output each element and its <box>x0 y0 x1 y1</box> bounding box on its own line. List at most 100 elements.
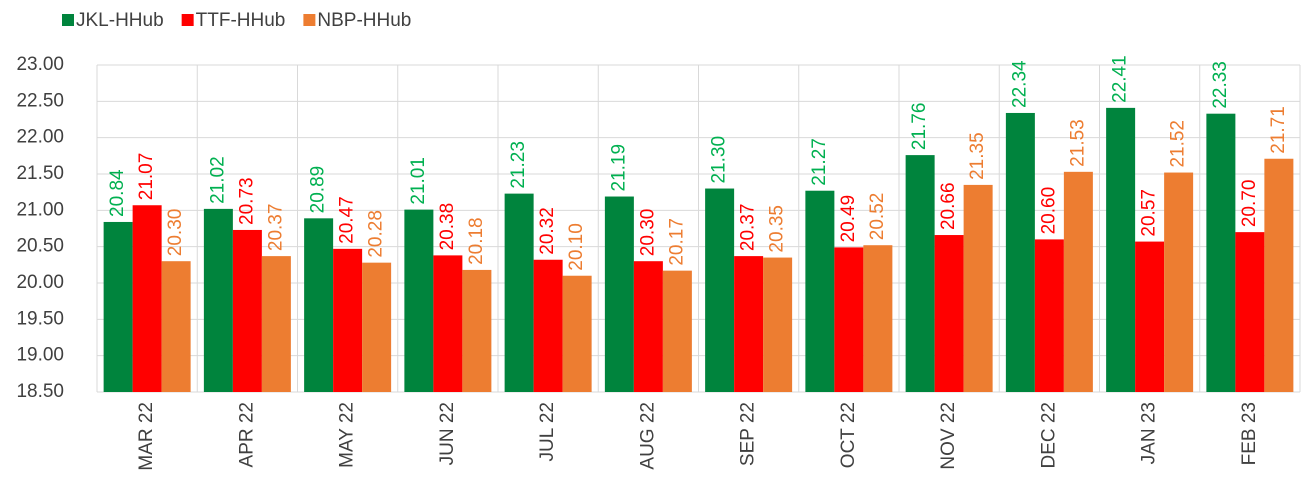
bar <box>1063 171 1093 392</box>
data-label: 20.57 <box>1139 189 1160 237</box>
data-label: 20.17 <box>666 218 687 266</box>
bar <box>1106 107 1136 392</box>
bar <box>662 270 692 392</box>
bar <box>1005 112 1035 393</box>
x-tick-label: DEC 22 <box>1038 402 1059 469</box>
bar <box>863 245 893 392</box>
x-tick-label: AUG 22 <box>637 402 658 470</box>
data-label: 21.71 <box>1268 106 1289 154</box>
bar <box>705 188 735 392</box>
bar <box>604 196 634 392</box>
x-tick-label: MAY 22 <box>337 402 358 468</box>
y-tick-label: 21.00 <box>16 199 64 220</box>
data-label: 21.30 <box>709 136 730 184</box>
bar <box>805 190 835 392</box>
bar <box>1206 113 1236 392</box>
bar <box>462 269 492 392</box>
data-label: 20.37 <box>738 204 759 252</box>
y-tick-label: 22.00 <box>16 127 64 148</box>
legend-label: NBP-HHub <box>317 10 411 31</box>
bar <box>261 256 291 392</box>
data-label: 21.53 <box>1067 119 1088 167</box>
data-label: 21.27 <box>809 138 830 186</box>
data-label: 20.84 <box>107 169 128 217</box>
bar <box>433 255 463 392</box>
bar <box>734 256 764 392</box>
x-tick-label: JUN 22 <box>437 402 458 465</box>
data-label: 20.70 <box>1239 180 1260 228</box>
x-tick-label: NOV 22 <box>938 402 959 470</box>
data-label: 21.07 <box>136 153 157 201</box>
bar <box>304 218 334 392</box>
y-tick-label: 21.50 <box>16 163 64 184</box>
x-tick-label: APR 22 <box>236 402 257 467</box>
bar <box>905 155 935 392</box>
bar <box>934 235 964 392</box>
bar <box>533 259 563 392</box>
y-tick-label: 19.50 <box>16 308 64 329</box>
x-tick-label: MAR 22 <box>136 402 157 471</box>
data-label: 20.35 <box>767 205 788 253</box>
bar <box>404 209 434 392</box>
y-tick-label: 20.50 <box>16 236 64 257</box>
data-label: 21.19 <box>608 144 629 192</box>
data-label: 21.02 <box>207 156 228 204</box>
data-label: 20.60 <box>1038 187 1059 235</box>
bar <box>132 205 162 392</box>
bar <box>1264 158 1294 392</box>
data-label: 20.66 <box>938 182 959 230</box>
bar <box>1135 241 1165 392</box>
data-label: 20.30 <box>165 209 186 257</box>
data-label: 22.33 <box>1210 61 1231 109</box>
y-tick-label: 18.50 <box>16 381 64 402</box>
bar <box>232 229 262 392</box>
x-tick-label: JAN 23 <box>1139 402 1160 464</box>
y-tick-label: 19.00 <box>16 345 64 366</box>
data-label: 22.34 <box>1009 60 1030 108</box>
legend-swatch <box>303 14 316 26</box>
bar <box>161 261 191 392</box>
data-label: 20.89 <box>308 166 329 214</box>
bar <box>1034 239 1064 392</box>
y-tick-label: 20.00 <box>16 272 64 293</box>
bar <box>203 208 233 392</box>
bar <box>562 275 592 392</box>
data-label: 20.73 <box>236 177 257 225</box>
x-tick-label: OCT 22 <box>838 402 859 468</box>
bar <box>333 248 363 392</box>
bar <box>103 221 133 392</box>
data-label: 20.30 <box>637 209 658 257</box>
legend-swatch <box>181 14 194 26</box>
bar <box>362 262 392 392</box>
data-label: 20.52 <box>867 193 888 241</box>
x-tick-label: JUL 22 <box>537 402 558 462</box>
bar <box>504 193 534 392</box>
bar <box>834 247 864 392</box>
data-label: 20.37 <box>265 204 286 252</box>
data-label: 22.41 <box>1110 55 1131 103</box>
data-label: 20.18 <box>466 217 487 265</box>
data-label: 21.52 <box>1168 120 1189 168</box>
data-label: 21.23 <box>508 141 529 189</box>
bar <box>763 257 793 392</box>
legend-label: JKL-HHub <box>76 10 164 31</box>
data-label: 21.35 <box>967 132 988 180</box>
data-label: 20.38 <box>437 203 458 251</box>
bar <box>1164 172 1194 392</box>
data-label: 20.10 <box>566 223 587 271</box>
y-tick-label: 23.00 <box>16 54 64 75</box>
x-tick-label: FEB 23 <box>1239 402 1260 465</box>
bar <box>633 261 663 392</box>
x-tick-label: SEP 22 <box>738 402 759 466</box>
data-label: 20.32 <box>537 207 558 255</box>
legend-label: TTF-HHub <box>196 10 286 31</box>
data-label: 21.01 <box>408 157 429 205</box>
data-label: 20.28 <box>366 210 387 258</box>
y-tick-label: 22.50 <box>16 90 64 111</box>
bar <box>1235 232 1265 392</box>
data-label: 21.76 <box>909 103 930 151</box>
data-label: 20.49 <box>838 195 859 243</box>
legend-swatch <box>62 14 74 26</box>
bar <box>963 184 993 392</box>
